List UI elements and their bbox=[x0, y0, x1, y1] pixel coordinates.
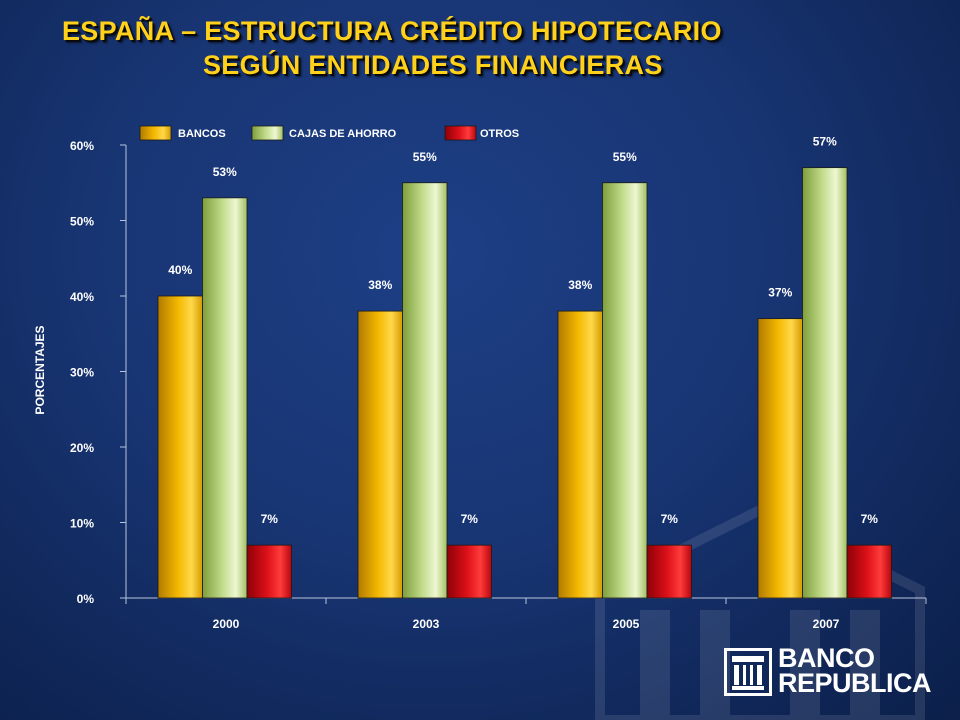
chart-bars bbox=[157, 167, 892, 599]
bar-otros bbox=[646, 544, 692, 599]
title-line-2: SEGÚN ENTIDADES FINANCIERAS bbox=[203, 50, 663, 80]
data-label-otros: 7% bbox=[261, 512, 279, 526]
bar-otros bbox=[246, 544, 292, 599]
banco-republica-logo: BANCO REPUBLICA bbox=[724, 643, 939, 700]
y-tick-label: 40% bbox=[70, 290, 94, 304]
y-tick-label: 30% bbox=[70, 366, 94, 380]
y-tick-label: 0% bbox=[77, 592, 95, 606]
legend-swatch-otros bbox=[444, 125, 477, 141]
bar-cajas bbox=[602, 182, 648, 599]
y-tick-label: 20% bbox=[70, 441, 94, 455]
bank-building-icon bbox=[724, 648, 772, 696]
data-label-otros: 7% bbox=[661, 512, 679, 526]
logo-line-2: REPUBLICA bbox=[778, 668, 932, 698]
legend-label-otros: OTROS bbox=[480, 128, 519, 140]
data-label-bancos: 38% bbox=[568, 278, 592, 292]
logo-text: BANCO REPUBLICA bbox=[778, 643, 932, 698]
y-axis-title: PORCENTAJES bbox=[33, 325, 47, 414]
y-tick-label: 50% bbox=[70, 215, 94, 229]
data-label-otros: 7% bbox=[861, 512, 879, 526]
x-tick-label: 2000 bbox=[213, 617, 240, 631]
chart-data-labels: 40% 38% 38% 37% 53% 55% 55% 57% 7% 7% 7% 7% bbox=[168, 135, 878, 527]
bar-bancos bbox=[157, 295, 203, 599]
data-label-cajas: 55% bbox=[413, 150, 437, 164]
logo-line-1: BANCO bbox=[778, 643, 875, 673]
legend-label-cajas: CAJAS DE AHORRO bbox=[289, 128, 397, 140]
data-label-bancos: 37% bbox=[768, 286, 792, 300]
chart-legend: BANCOS CAJAS DE AHORRO OTROS bbox=[139, 125, 519, 141]
y-tick-label: 60% bbox=[70, 139, 94, 153]
bar-cajas bbox=[802, 167, 848, 599]
data-label-cajas: 53% bbox=[213, 165, 237, 179]
data-label-otros: 7% bbox=[461, 512, 479, 526]
title-line-1: ESPAÑA – ESTRUCTURA CRÉDITO HIPOTECARIO bbox=[62, 16, 722, 46]
bar-otros bbox=[446, 544, 492, 599]
data-label-bancos: 38% bbox=[368, 278, 392, 292]
bar-cajas bbox=[402, 182, 448, 599]
x-tick-label: 2003 bbox=[413, 617, 440, 631]
x-tick-label: 2007 bbox=[813, 617, 840, 631]
legend-swatch-bancos bbox=[139, 125, 172, 141]
data-label-cajas: 57% bbox=[813, 135, 837, 149]
data-label-cajas: 55% bbox=[613, 150, 637, 164]
bar-cajas bbox=[202, 197, 248, 599]
x-tick-label: 2005 bbox=[613, 617, 640, 631]
legend-label-bancos: BANCOS bbox=[178, 128, 226, 140]
y-tick-label: 10% bbox=[70, 517, 94, 531]
data-label-bancos: 40% bbox=[168, 263, 192, 277]
chart-axes: 0% 10% 20% 30% 40% 50% 60% PORCENTAJES 2000 2003 2… bbox=[33, 139, 927, 631]
bar-bancos bbox=[357, 310, 403, 599]
legend-swatch-cajas bbox=[251, 125, 284, 141]
bar-bancos bbox=[557, 310, 603, 599]
bar-bancos bbox=[757, 318, 803, 599]
bar-otros bbox=[846, 544, 892, 599]
